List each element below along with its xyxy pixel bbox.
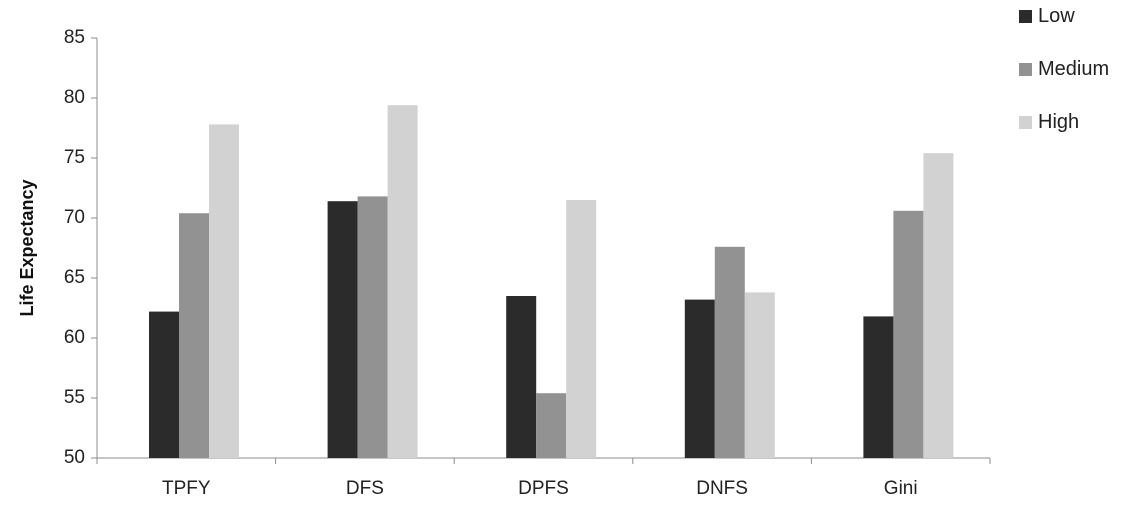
y-axis-title: Life Expectancy — [17, 179, 37, 316]
legend-swatch-medium — [1019, 63, 1032, 76]
x-tick-label: Gini — [884, 478, 918, 499]
bars — [149, 105, 954, 459]
bar-high-dpfs — [566, 200, 597, 458]
legend-swatch-low — [1019, 10, 1032, 23]
legend-label-low: Low — [1038, 5, 1075, 27]
bar-low-dpfs — [506, 296, 537, 458]
y-tick-label: 55 — [64, 387, 85, 408]
bar-low-tpfy — [149, 311, 179, 458]
x-tick-label: DFS — [346, 478, 384, 499]
bar-high-dfs — [387, 105, 418, 458]
bar-medium-dpfs — [536, 393, 567, 458]
y-tick-label: 80 — [64, 87, 85, 108]
x-axis-ticks: TPFY DFS DPFS DNFS Gini — [96, 458, 991, 499]
bar-medium-tpfy — [179, 213, 209, 458]
bar-high-gini — [923, 153, 954, 458]
y-tick-label: 75 — [64, 147, 85, 168]
bar-high-dnfs — [744, 292, 775, 458]
bar-medium-dfs — [357, 196, 388, 458]
legend: Low Medium High — [1019, 5, 1109, 133]
bar-low-dnfs — [684, 299, 715, 458]
y-axis-ticks: 50 55 60 65 70 75 80 85 — [64, 27, 97, 468]
bar-high-tpfy — [209, 124, 239, 459]
y-tick-label: 70 — [64, 207, 85, 228]
legend-label-medium: Medium — [1038, 58, 1109, 80]
bar-low-dfs — [327, 201, 358, 458]
bar-medium-gini — [893, 210, 924, 458]
bar-medium-dnfs — [714, 246, 745, 458]
y-tick-label: 60 — [64, 327, 85, 348]
x-tick-label: DNFS — [696, 478, 748, 499]
x-tick-label: TPFY — [162, 478, 211, 499]
legend-label-high: High — [1038, 111, 1079, 133]
bar-low-gini — [863, 316, 894, 458]
x-tick-label: DPFS — [518, 478, 569, 499]
legend-swatch-high — [1019, 116, 1032, 129]
y-tick-label: 50 — [64, 447, 85, 468]
y-tick-label: 85 — [64, 27, 85, 48]
y-tick-label: 65 — [64, 267, 85, 288]
